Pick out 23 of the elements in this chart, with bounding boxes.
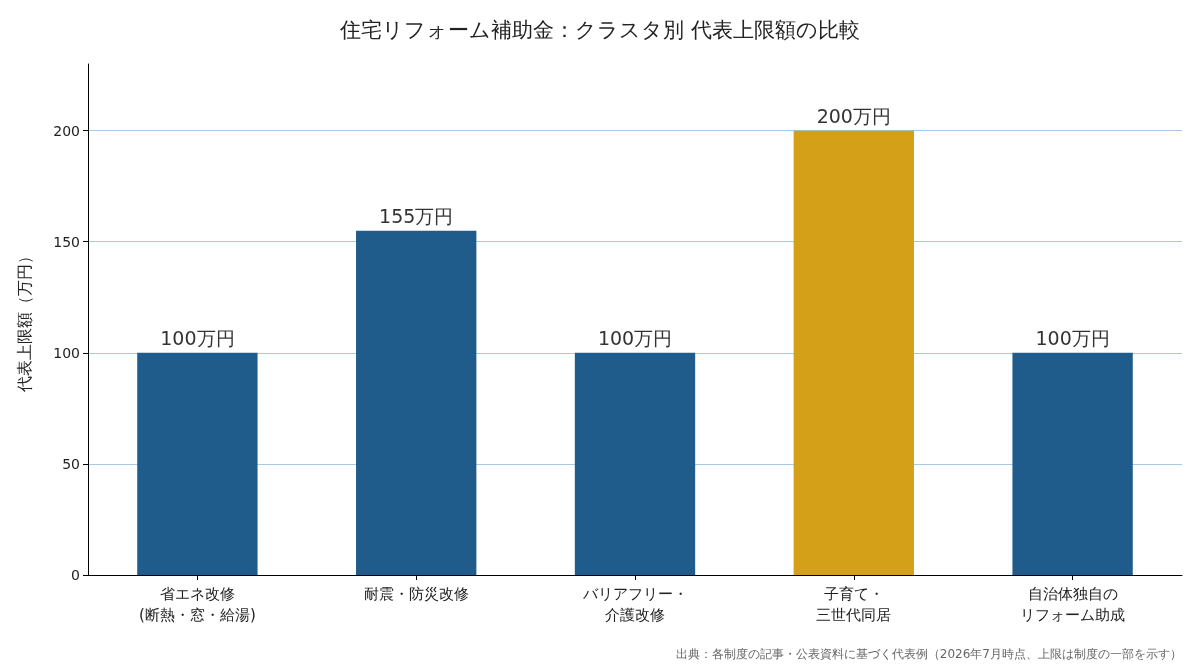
data-label: 100万円 — [1035, 327, 1110, 350]
y-tick-label: 200 — [53, 122, 80, 139]
data-label: 100万円 — [597, 327, 673, 350]
y-tick-label: 50 — [62, 455, 80, 472]
x-tick-label: 耐震・防災改修 — [363, 584, 469, 603]
data-label: 155万円 — [379, 205, 454, 228]
source-note: 出典：各制度の記事・公表資料に基づく代表例（2026年7月時点、上限は制度の一部を示す） — [675, 647, 1183, 661]
y-tick-label: 100 — [53, 344, 80, 361]
chart-title: 住宅リフォーム補助金：クラスタ別 代表上限額の比較 — [339, 17, 860, 42]
data-label: 200万円 — [816, 105, 891, 128]
x-tick-label: 子育て・三世代同居 — [816, 584, 892, 624]
bar — [137, 352, 258, 575]
bar — [356, 230, 477, 575]
bar — [574, 352, 696, 575]
y-tick-label: 0 — [71, 567, 80, 583]
x-tick-label: 省エネ改修(断熱・窓・給湯) — [139, 584, 256, 624]
y-tick-label: 150 — [53, 233, 80, 250]
bar — [793, 130, 914, 575]
x-tick-label: 自治体独自のリフォーム助成 — [1020, 584, 1126, 624]
bar — [1012, 352, 1133, 575]
x-tick-label: バリアフリー・介護改修 — [581, 584, 688, 624]
data-label: 100万円 — [160, 327, 235, 350]
y-axis-title: 代表上限額（万円） — [14, 247, 34, 393]
